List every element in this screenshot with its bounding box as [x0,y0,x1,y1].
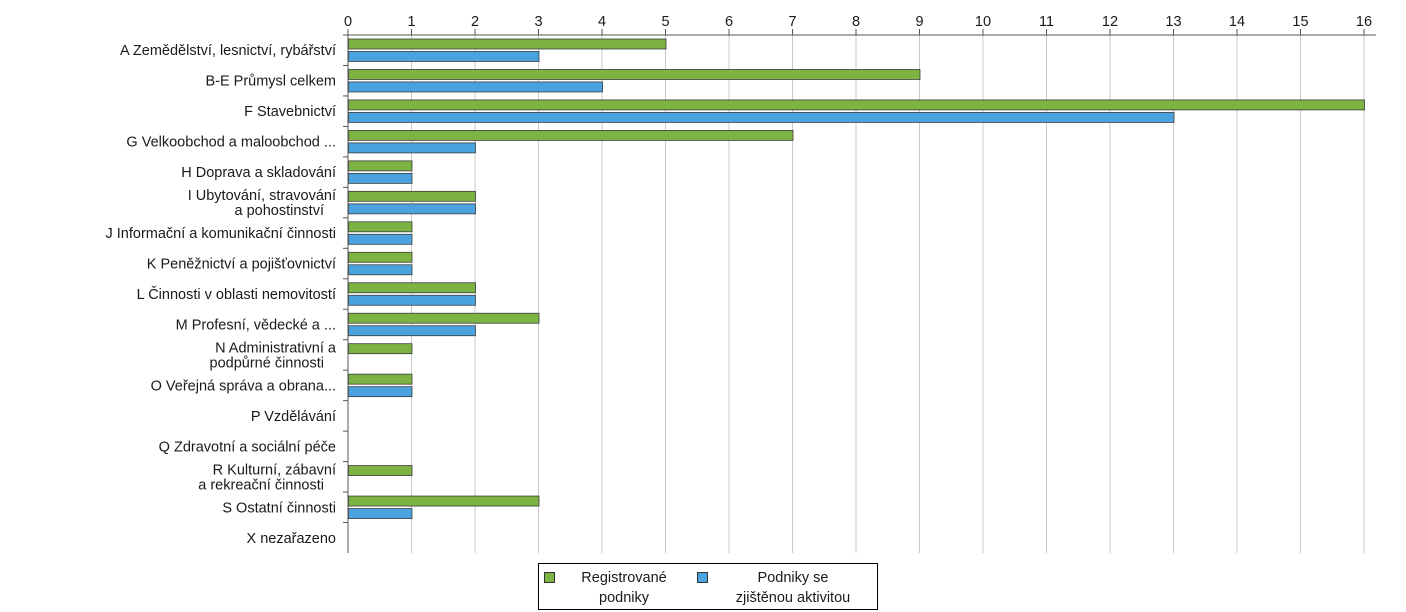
category-label-line: K Peněžnictví a pojišťovnictví [147,257,336,273]
category-label-line: a pohostinství [235,203,324,219]
axes [343,34,1376,553]
x-tick-label: 1 [407,14,415,30]
category-label: N Administrativní a podpůrné činnosti [210,340,337,371]
category-label-line: Q Zdravotní a sociální péče [159,439,336,455]
legend-label-registrovane-line1: Registrované [581,570,667,586]
category-label: Q Zdravotní a sociální péče [159,439,336,455]
category-label-line: B-E Průmysl celkem [205,74,336,90]
x-tick-label: 10 [975,14,991,30]
category-label: P Vzdělávání [251,409,336,425]
x-tick-label: 12 [1102,14,1118,30]
legend-label-podniky-aktivita-line1: Podniky se [757,570,829,586]
bar-registrovane [348,251,413,263]
category-label-line: X nezařazeno [247,531,336,547]
x-tick-label: 6 [725,14,733,30]
bar-registrovane [348,129,794,141]
x-tick-label: 11 [1039,14,1054,30]
bar-registrovane [348,160,413,172]
category-label: M Profesní, vědecké a ... [176,317,336,333]
category-label-line: L Činnosti v oblasti nemovitostí [137,286,336,303]
bar-registrovane [348,99,1365,111]
bar-podniky-aktivita [348,233,413,245]
category-label: K Peněžnictví a pojišťovnictví [147,257,336,273]
category-label: R Kulturní, zábavní a rekreační činnosti [198,462,336,493]
category-label-line: G Velkoobchod a maloobchod ... [126,135,336,151]
legend-swatch-podniky-aktivita [697,572,708,583]
x-tick-label: 14 [1229,14,1245,30]
legend-label-podniky-aktivita-line2: zjištěnou aktivitou [735,590,851,606]
category-label-line: P Vzdělávání [251,409,336,425]
category-label-line: I Ubytování, stravování [188,188,336,204]
bar-registrovane [348,465,413,476]
bars [348,38,1365,519]
legend-label-registrovane-line2: podniky [599,590,649,606]
x-tick-label: 0 [344,14,352,30]
bar-podniky-aktivita [348,508,413,519]
category-label: B-E Průmysl celkem [205,74,336,90]
category-label-line: R Kulturní, zábavní [213,462,336,478]
category-label-line: F Stavebnictví [244,104,336,120]
category-label-line: M Profesní, vědecké a ... [176,317,336,333]
bar-registrovane [348,190,476,202]
x-tick-label: 16 [1356,14,1372,30]
category-label: L Činnosti v oblasti nemovitostí [137,286,336,303]
x-axis-ticks: 0 1 2 3 4 5 6 7 8 9 10 11 12 13 14 15 16 [344,14,1372,35]
x-tick-label: 2 [471,14,479,30]
category-label-line: a rekreační činnosti [198,477,324,493]
category-label: G Velkoobchod a maloobchod ... [126,135,336,151]
category-label-line: podpůrné činnosti [210,355,324,371]
bar-podniky-aktivita [348,203,476,215]
bar-podniky-aktivita [348,51,540,62]
category-label: F Stavebnictví [244,104,336,120]
category-label: H Doprava a skladování [181,165,336,181]
bar-registrovane [348,69,921,80]
bar-podniky-aktivita [348,294,476,306]
legend-swatch-registrovane [544,572,555,583]
category-label-line: H Doprava a skladování [181,165,336,181]
x-tick-label: 4 [598,14,606,30]
bar-registrovane [348,495,540,507]
category-label: A Zemědělství, lesnictví, rybářství [120,43,336,59]
category-label: X nezařazeno [247,531,336,547]
x-tick-label: 5 [661,14,669,30]
category-label-line: S Ostatní činnosti [222,500,336,516]
x-tick-label: 9 [915,14,923,30]
bar-podniky-aktivita [348,81,603,93]
category-label: O Veřejná správa a obrana... [151,378,336,394]
bar-registrovane [348,373,413,385]
bar-podniky-aktivita [348,142,476,154]
x-tick-label: 13 [1165,14,1181,30]
legend-label-podniky-aktivita: Podniky se zjištěnou aktivitou [713,568,873,608]
bar-podniky-aktivita [348,264,413,276]
bar-registrovane [348,38,667,50]
category-label-line: A Zemědělství, lesnictví, rybářství [120,43,336,59]
category-label-line: N Administrativní a [215,340,337,356]
y-axis-category-labels: A Zemědělství, lesnictví, rybářství B-E P… [106,43,337,547]
bar-registrovane [348,221,413,233]
x-tick-label: 8 [852,14,860,30]
legend-label-registrovane: Registrované podniky [561,568,687,608]
legend: Registrované podniky Podniky se zjištěno… [538,563,878,610]
x-tick-label: 7 [788,14,796,30]
bar-registrovane [348,282,476,294]
bar-podniky-aktivita [348,112,1175,123]
bar-registrovane [348,343,413,355]
category-label: I Ubytování, stravování a pohostinství [188,188,336,219]
category-label-line: O Veřejná správa a obrana... [151,378,336,394]
x-tick-label: 15 [1292,14,1308,30]
x-tick-label: 3 [534,14,542,30]
category-label: J Informační a komunikační činnosti [106,226,337,242]
bar-podniky-aktivita [348,386,413,398]
bar-podniky-aktivita [348,325,476,337]
category-label: S Ostatní činnosti [222,500,336,516]
bar-podniky-aktivita [348,172,413,184]
bar-registrovane [348,312,540,324]
category-label-line: J Informační a komunikační činnosti [106,226,337,242]
